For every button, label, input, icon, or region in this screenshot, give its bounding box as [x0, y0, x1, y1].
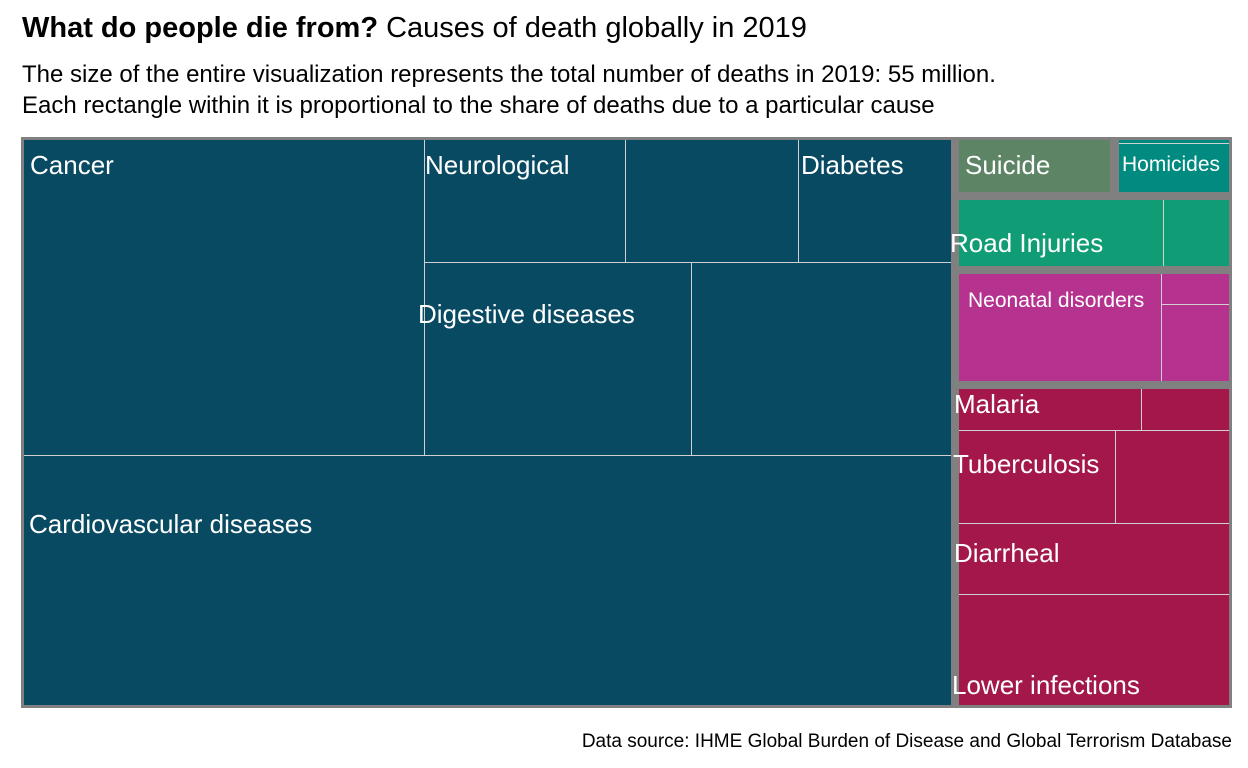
label-lower: Lower infections — [952, 670, 1140, 700]
data-source: Data source: IHME Global Burden of Disea… — [581, 731, 1232, 752]
divider — [1115, 430, 1116, 523]
label-neurological: Neurological — [425, 150, 570, 180]
title-rest: Causes of death globally in 2019 — [386, 12, 807, 44]
divider — [424, 262, 951, 263]
subtitle-line-2: Each rectangle within it is proportional… — [22, 92, 935, 119]
label-cancer: Cancer — [30, 150, 114, 180]
label-road: Road Injuries — [950, 228, 1104, 258]
rect-homicides — [1119, 140, 1229, 192]
divider — [24, 455, 951, 456]
divider — [1161, 304, 1229, 305]
rect-suicide — [959, 140, 1110, 192]
divider — [1119, 143, 1229, 144]
divider — [959, 430, 1229, 431]
label-tuberculosis: Tuberculosis — [953, 449, 1100, 479]
rect-noncommunicable — [24, 140, 951, 705]
divider — [959, 523, 1229, 524]
chart-title: What do people die from? Causes of death… — [22, 12, 807, 45]
label-cardiovascular: Cardiovascular diseases — [29, 509, 313, 539]
divider — [798, 140, 799, 262]
divider — [1161, 274, 1162, 381]
divider — [625, 140, 626, 262]
title-bold: What do people die from? — [22, 12, 379, 44]
rect-neonatal — [959, 274, 1229, 381]
label-malaria: Malaria — [954, 389, 1040, 419]
rect-infectious — [959, 389, 1229, 705]
divider — [1163, 200, 1164, 266]
subtitle-line-1: The size of the entire visualization rep… — [22, 61, 996, 88]
rect-road-injuries — [959, 200, 1229, 266]
label-suicide: Suicide — [965, 150, 1051, 180]
label-neonatal: Neonatal disorders — [968, 289, 1145, 312]
divider — [1141, 389, 1142, 430]
label-digestive: Digestive diseases — [418, 299, 635, 329]
label-homicides: Homicides — [1122, 153, 1221, 176]
label-diabetes: Diabetes — [801, 150, 904, 180]
label-diarrheal: Diarrheal — [954, 538, 1060, 568]
divider — [691, 262, 692, 455]
divider — [424, 140, 425, 455]
divider — [959, 594, 1229, 595]
